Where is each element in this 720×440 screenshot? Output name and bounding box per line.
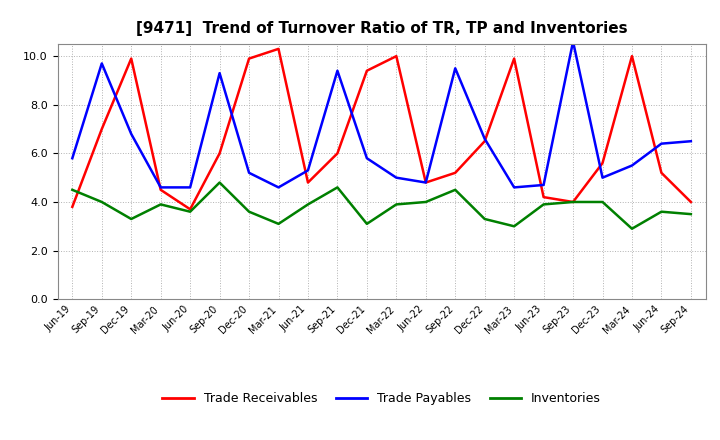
Inventories (569, 199, 577, 205)
Trade Payables (628, 163, 636, 168)
Trade Payables (569, 39, 577, 44)
Inventories (68, 187, 76, 192)
Trade Payables (215, 70, 224, 76)
Trade Payables (392, 175, 400, 180)
Inventories (156, 202, 165, 207)
Trade Receivables (304, 180, 312, 185)
Trade Payables (451, 66, 459, 71)
Trade Payables (274, 185, 283, 190)
Inventories (510, 224, 518, 229)
Trade Payables (127, 131, 135, 136)
Inventories (539, 202, 548, 207)
Inventories (215, 180, 224, 185)
Trade Receivables (598, 161, 607, 166)
Trade Receivables (363, 68, 372, 73)
Trade Payables (539, 182, 548, 187)
Trade Payables (97, 61, 106, 66)
Line: Inventories: Inventories (72, 183, 691, 229)
Trade Receivables (480, 139, 489, 144)
Inventories (363, 221, 372, 227)
Trade Receivables (510, 56, 518, 61)
Trade Payables (186, 185, 194, 190)
Trade Receivables (333, 151, 342, 156)
Trade Payables (333, 68, 342, 73)
Trade Payables (598, 175, 607, 180)
Trade Payables (687, 139, 696, 144)
Trade Payables (68, 156, 76, 161)
Trade Payables (510, 185, 518, 190)
Trade Payables (657, 141, 666, 146)
Inventories (97, 199, 106, 205)
Inventories (392, 202, 400, 207)
Trade Receivables (186, 207, 194, 212)
Inventories (333, 185, 342, 190)
Legend: Trade Receivables, Trade Payables, Inventories: Trade Receivables, Trade Payables, Inven… (157, 387, 606, 410)
Title: [9471]  Trend of Turnover Ratio of TR, TP and Inventories: [9471] Trend of Turnover Ratio of TR, TP… (136, 21, 627, 36)
Trade Receivables (569, 199, 577, 205)
Trade Receivables (539, 194, 548, 200)
Inventories (421, 199, 430, 205)
Inventories (245, 209, 253, 214)
Trade Receivables (274, 46, 283, 51)
Trade Receivables (127, 56, 135, 61)
Trade Payables (156, 185, 165, 190)
Inventories (127, 216, 135, 222)
Inventories (274, 221, 283, 227)
Trade Receivables (687, 199, 696, 205)
Inventories (186, 209, 194, 214)
Trade Receivables (451, 170, 459, 176)
Trade Receivables (392, 54, 400, 59)
Trade Payables (480, 136, 489, 141)
Trade Payables (245, 170, 253, 176)
Trade Receivables (421, 180, 430, 185)
Trade Payables (304, 168, 312, 173)
Line: Trade Payables: Trade Payables (72, 41, 691, 187)
Trade Receivables (215, 151, 224, 156)
Inventories (628, 226, 636, 231)
Inventories (480, 216, 489, 222)
Trade Receivables (245, 56, 253, 61)
Inventories (687, 212, 696, 217)
Trade Receivables (657, 170, 666, 176)
Trade Receivables (97, 126, 106, 132)
Inventories (304, 202, 312, 207)
Inventories (598, 199, 607, 205)
Trade Payables (363, 156, 372, 161)
Inventories (451, 187, 459, 192)
Trade Receivables (68, 204, 76, 209)
Trade Payables (421, 180, 430, 185)
Line: Trade Receivables: Trade Receivables (72, 49, 691, 209)
Trade Receivables (156, 187, 165, 192)
Inventories (657, 209, 666, 214)
Trade Receivables (628, 54, 636, 59)
